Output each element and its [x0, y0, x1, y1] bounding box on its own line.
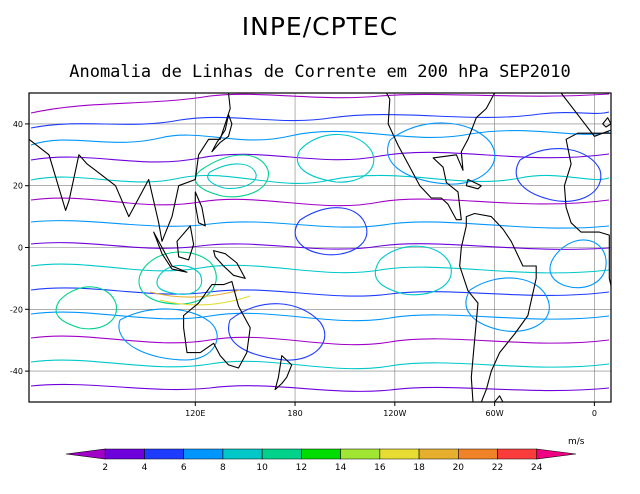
streamline [30, 151, 610, 163]
colorbar-label: 10 [256, 463, 268, 473]
streamline [30, 383, 610, 392]
colorbar-label: 2 [102, 463, 108, 473]
lon-tick-label: 60W [486, 409, 504, 418]
lon-tick-label: 120W [383, 409, 406, 418]
units-label: m/s [568, 437, 585, 447]
coastline [183, 280, 251, 369]
colorbar-swatch [379, 448, 420, 460]
colorbar-label: 14 [335, 463, 347, 473]
colorbar-swatch [104, 448, 145, 460]
colorbar-swatch [261, 448, 302, 460]
streamline [30, 263, 610, 274]
coastline [494, 395, 504, 402]
colorbar-label: 16 [374, 463, 386, 473]
streamline [30, 287, 610, 297]
colorbar-swatch [222, 448, 263, 460]
colorbar-label: 24 [531, 463, 543, 473]
gridlines [29, 93, 611, 402]
streamline [194, 154, 269, 198]
streamline [156, 264, 202, 295]
colorbar-swatch [65, 448, 106, 460]
streamline [30, 197, 610, 207]
streamline [387, 122, 496, 185]
coastline [194, 191, 206, 227]
coastline [543, 93, 611, 137]
colorbar-label: 22 [492, 463, 503, 473]
streamline [30, 174, 610, 184]
streamline [118, 308, 218, 361]
colorbar-swatch [458, 448, 498, 460]
coastline [602, 117, 611, 128]
streamline [30, 220, 610, 229]
chart-subtitle: Anomalia de Linhas de Corrente em 200 hP… [69, 62, 571, 82]
streamline [515, 148, 602, 202]
colorbar-label: 6 [181, 463, 187, 473]
coastline [211, 114, 233, 153]
chart-title: INPE/CPTEC [241, 12, 399, 41]
lat-tick-label: 0 [18, 244, 23, 253]
streamline [30, 242, 610, 250]
streamlines [30, 93, 610, 392]
lon-tick-label: 0 [592, 409, 597, 418]
colorbar-swatch [301, 448, 341, 460]
colorbar-swatch [497, 448, 538, 460]
lon-tick-label: 180 [287, 409, 302, 418]
colorbar-label: 4 [142, 463, 148, 473]
streamline [30, 130, 610, 146]
streamline [30, 335, 610, 346]
streamline [30, 359, 610, 370]
streamline [159, 295, 251, 306]
coastline [176, 225, 195, 261]
coastline [29, 93, 231, 242]
colorbar-swatch [144, 448, 184, 460]
streamline [374, 245, 452, 296]
streamline [228, 303, 326, 361]
lat-tick-label: 20 [13, 182, 23, 191]
coastline [465, 178, 482, 190]
colorbar-swatch [340, 448, 381, 460]
lat-tick-label: -40 [10, 367, 23, 376]
colorbar: 2 4 6 8 10 12 14 16 18 20 22 24 [65, 448, 577, 473]
coastline [153, 231, 188, 273]
streamline [30, 111, 610, 129]
colorbar-label: 18 [413, 463, 425, 473]
coastlines [29, 93, 611, 402]
coastline [336, 93, 496, 221]
colorbar-swatch [183, 448, 224, 460]
streamline [294, 207, 368, 256]
coastline [563, 132, 611, 289]
streamline [465, 277, 550, 332]
streamline [149, 289, 241, 298]
colorbar-label: 20 [453, 463, 465, 473]
lon-tick-label: 120E [185, 409, 205, 418]
colorbar-label: 12 [296, 463, 307, 473]
coastline [459, 212, 537, 402]
colorbar-swatch [418, 448, 459, 460]
coastline [213, 250, 246, 279]
lat-tick-label: 40 [13, 120, 23, 129]
streamline [138, 251, 217, 305]
lat-tick-label: -20 [10, 305, 23, 314]
streamline [55, 286, 117, 330]
streamline [30, 311, 610, 322]
colorbar-label: 8 [220, 463, 226, 473]
streamline [207, 163, 257, 189]
coastline [274, 355, 293, 391]
streamline [549, 239, 607, 289]
colorbar-swatch [536, 448, 577, 460]
streamline [296, 133, 375, 183]
